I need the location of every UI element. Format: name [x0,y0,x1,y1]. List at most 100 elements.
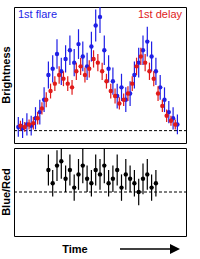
point [100,69,104,73]
point [130,81,134,85]
point [137,60,141,64]
point [72,185,76,189]
point [27,122,31,126]
point [38,110,42,114]
y-axis-right [186,149,187,237]
point [111,79,115,83]
point [87,67,91,71]
point [81,54,85,58]
point [152,77,156,81]
legend-entry: 1st flare [18,8,57,20]
point [18,123,22,127]
point [102,163,106,167]
point [59,69,63,73]
point [51,67,55,71]
point [46,73,50,77]
x-axis-top [15,148,187,149]
point [137,190,141,194]
point [158,85,162,89]
point [156,91,160,95]
point [98,172,102,176]
point [173,122,177,126]
point [74,69,78,73]
point [48,89,52,93]
point [106,67,110,71]
series [46,148,158,205]
point [124,172,128,176]
point [169,119,173,123]
point [119,185,123,189]
point [85,177,89,181]
plot-area [14,7,186,138]
plot-area [14,148,186,205]
series [16,7,180,138]
point [89,181,93,185]
point [94,168,98,172]
point [134,64,138,68]
baseline [14,130,186,131]
point [141,48,145,52]
panel-0: 1st flare 1st delay Brightness [0,1,187,144]
point [63,57,67,61]
point [132,181,136,185]
point [68,48,72,52]
y-axis-title: Blue/Red [0,168,12,216]
point [51,181,55,185]
point [61,77,65,81]
point [89,44,93,48]
point [23,125,27,129]
point [70,85,74,89]
point [167,110,171,114]
point [98,15,102,19]
point [104,79,108,83]
point [132,73,136,77]
point [109,89,113,93]
point [115,168,119,172]
point [72,60,76,64]
point [44,98,48,102]
axis-line [186,8,187,144]
point [162,98,166,102]
point [59,159,63,163]
point [57,73,61,77]
y-axis [14,8,15,144]
series [18,48,177,132]
point [149,185,153,189]
point [154,69,158,73]
point [111,177,115,181]
point [128,177,132,181]
point [35,116,39,120]
point [119,85,123,89]
point [66,81,70,85]
point [96,60,100,64]
point [106,181,110,185]
point [102,48,106,52]
axis-line [15,143,187,144]
x-axis [15,143,187,144]
figure: 1st flare 1st delay Brightness Blue/Red Time [0,0,200,259]
point [63,177,67,181]
point [121,98,125,102]
point [145,172,149,176]
point [147,69,151,73]
point [164,114,168,118]
point [117,101,121,105]
x-axis-title: Time [62,243,87,255]
point [46,168,50,172]
point [83,73,87,77]
point [143,60,147,64]
y-axis-title: Brightness [0,46,12,103]
axis-line [14,8,15,144]
point [154,181,158,185]
y-axis-right [186,8,187,144]
point [78,64,82,68]
point [139,54,143,58]
legend-entry: 1st delay [138,8,183,20]
arrow-head [170,244,180,254]
error-bar [99,7,100,33]
point [149,54,153,58]
axis-line [15,148,187,149]
axis-line [186,149,187,237]
panel-1: Blue/Red Time [0,144,187,255]
point [91,57,95,61]
